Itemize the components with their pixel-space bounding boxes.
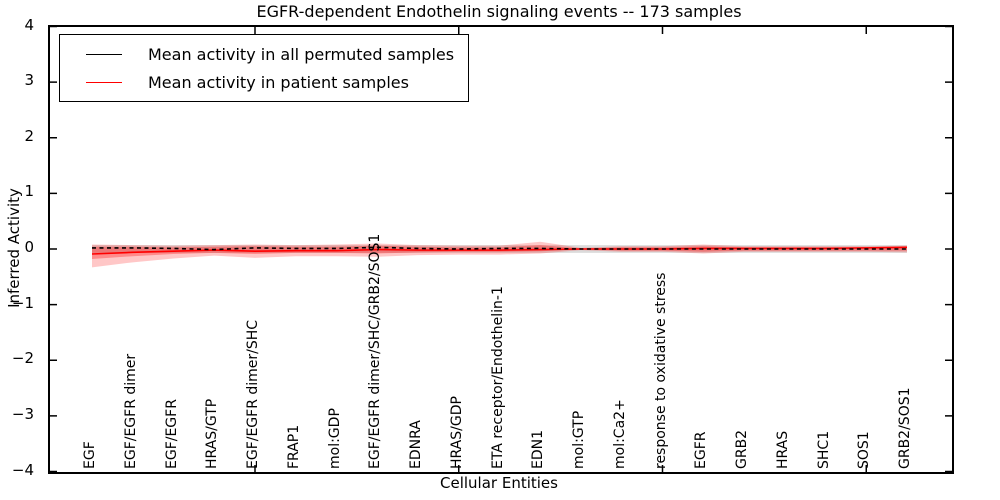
x-axis-label: Cellular Entities bbox=[440, 474, 558, 492]
legend-label: Mean activity in patient samples bbox=[148, 72, 409, 92]
patient-mean-line bbox=[91, 246, 908, 255]
legend-label: Mean activity in all permuted samples bbox=[148, 44, 455, 64]
y-tick-label: −3 bbox=[11, 404, 34, 423]
legend-entry-permuted: Mean activity in all permuted samples bbox=[86, 40, 454, 68]
chart-canvas bbox=[50, 27, 952, 472]
permuted-line-sample bbox=[86, 53, 122, 55]
y-tick-label: −2 bbox=[11, 349, 34, 368]
legend-entry-patient: Mean activity in patient samples bbox=[86, 68, 454, 96]
y-tick-label: 2 bbox=[24, 126, 34, 145]
y-tick-label: 3 bbox=[24, 71, 34, 90]
y-tick-label: −4 bbox=[11, 460, 34, 479]
permuted-mean-line bbox=[92, 246, 907, 251]
y-tick-label: 0 bbox=[24, 238, 34, 256]
y-tick-label-column: 4 3 2 1 0 −1 −2 −3 −4 bbox=[0, 16, 42, 479]
legend: Mean activity in all permuted samples Me… bbox=[59, 34, 470, 102]
y-tick-label: 1 bbox=[24, 182, 34, 201]
y-tick-label: 4 bbox=[24, 15, 34, 34]
patient-line-sample bbox=[86, 81, 122, 83]
chart-title: EGFR-dependent Endothelin signaling even… bbox=[256, 2, 742, 21]
plot-area: EGF EGF/EGFR dimer EGF/EGFR HRAS/GTP EGF/EGF… bbox=[48, 25, 954, 474]
y-tick-label: −1 bbox=[11, 293, 34, 312]
